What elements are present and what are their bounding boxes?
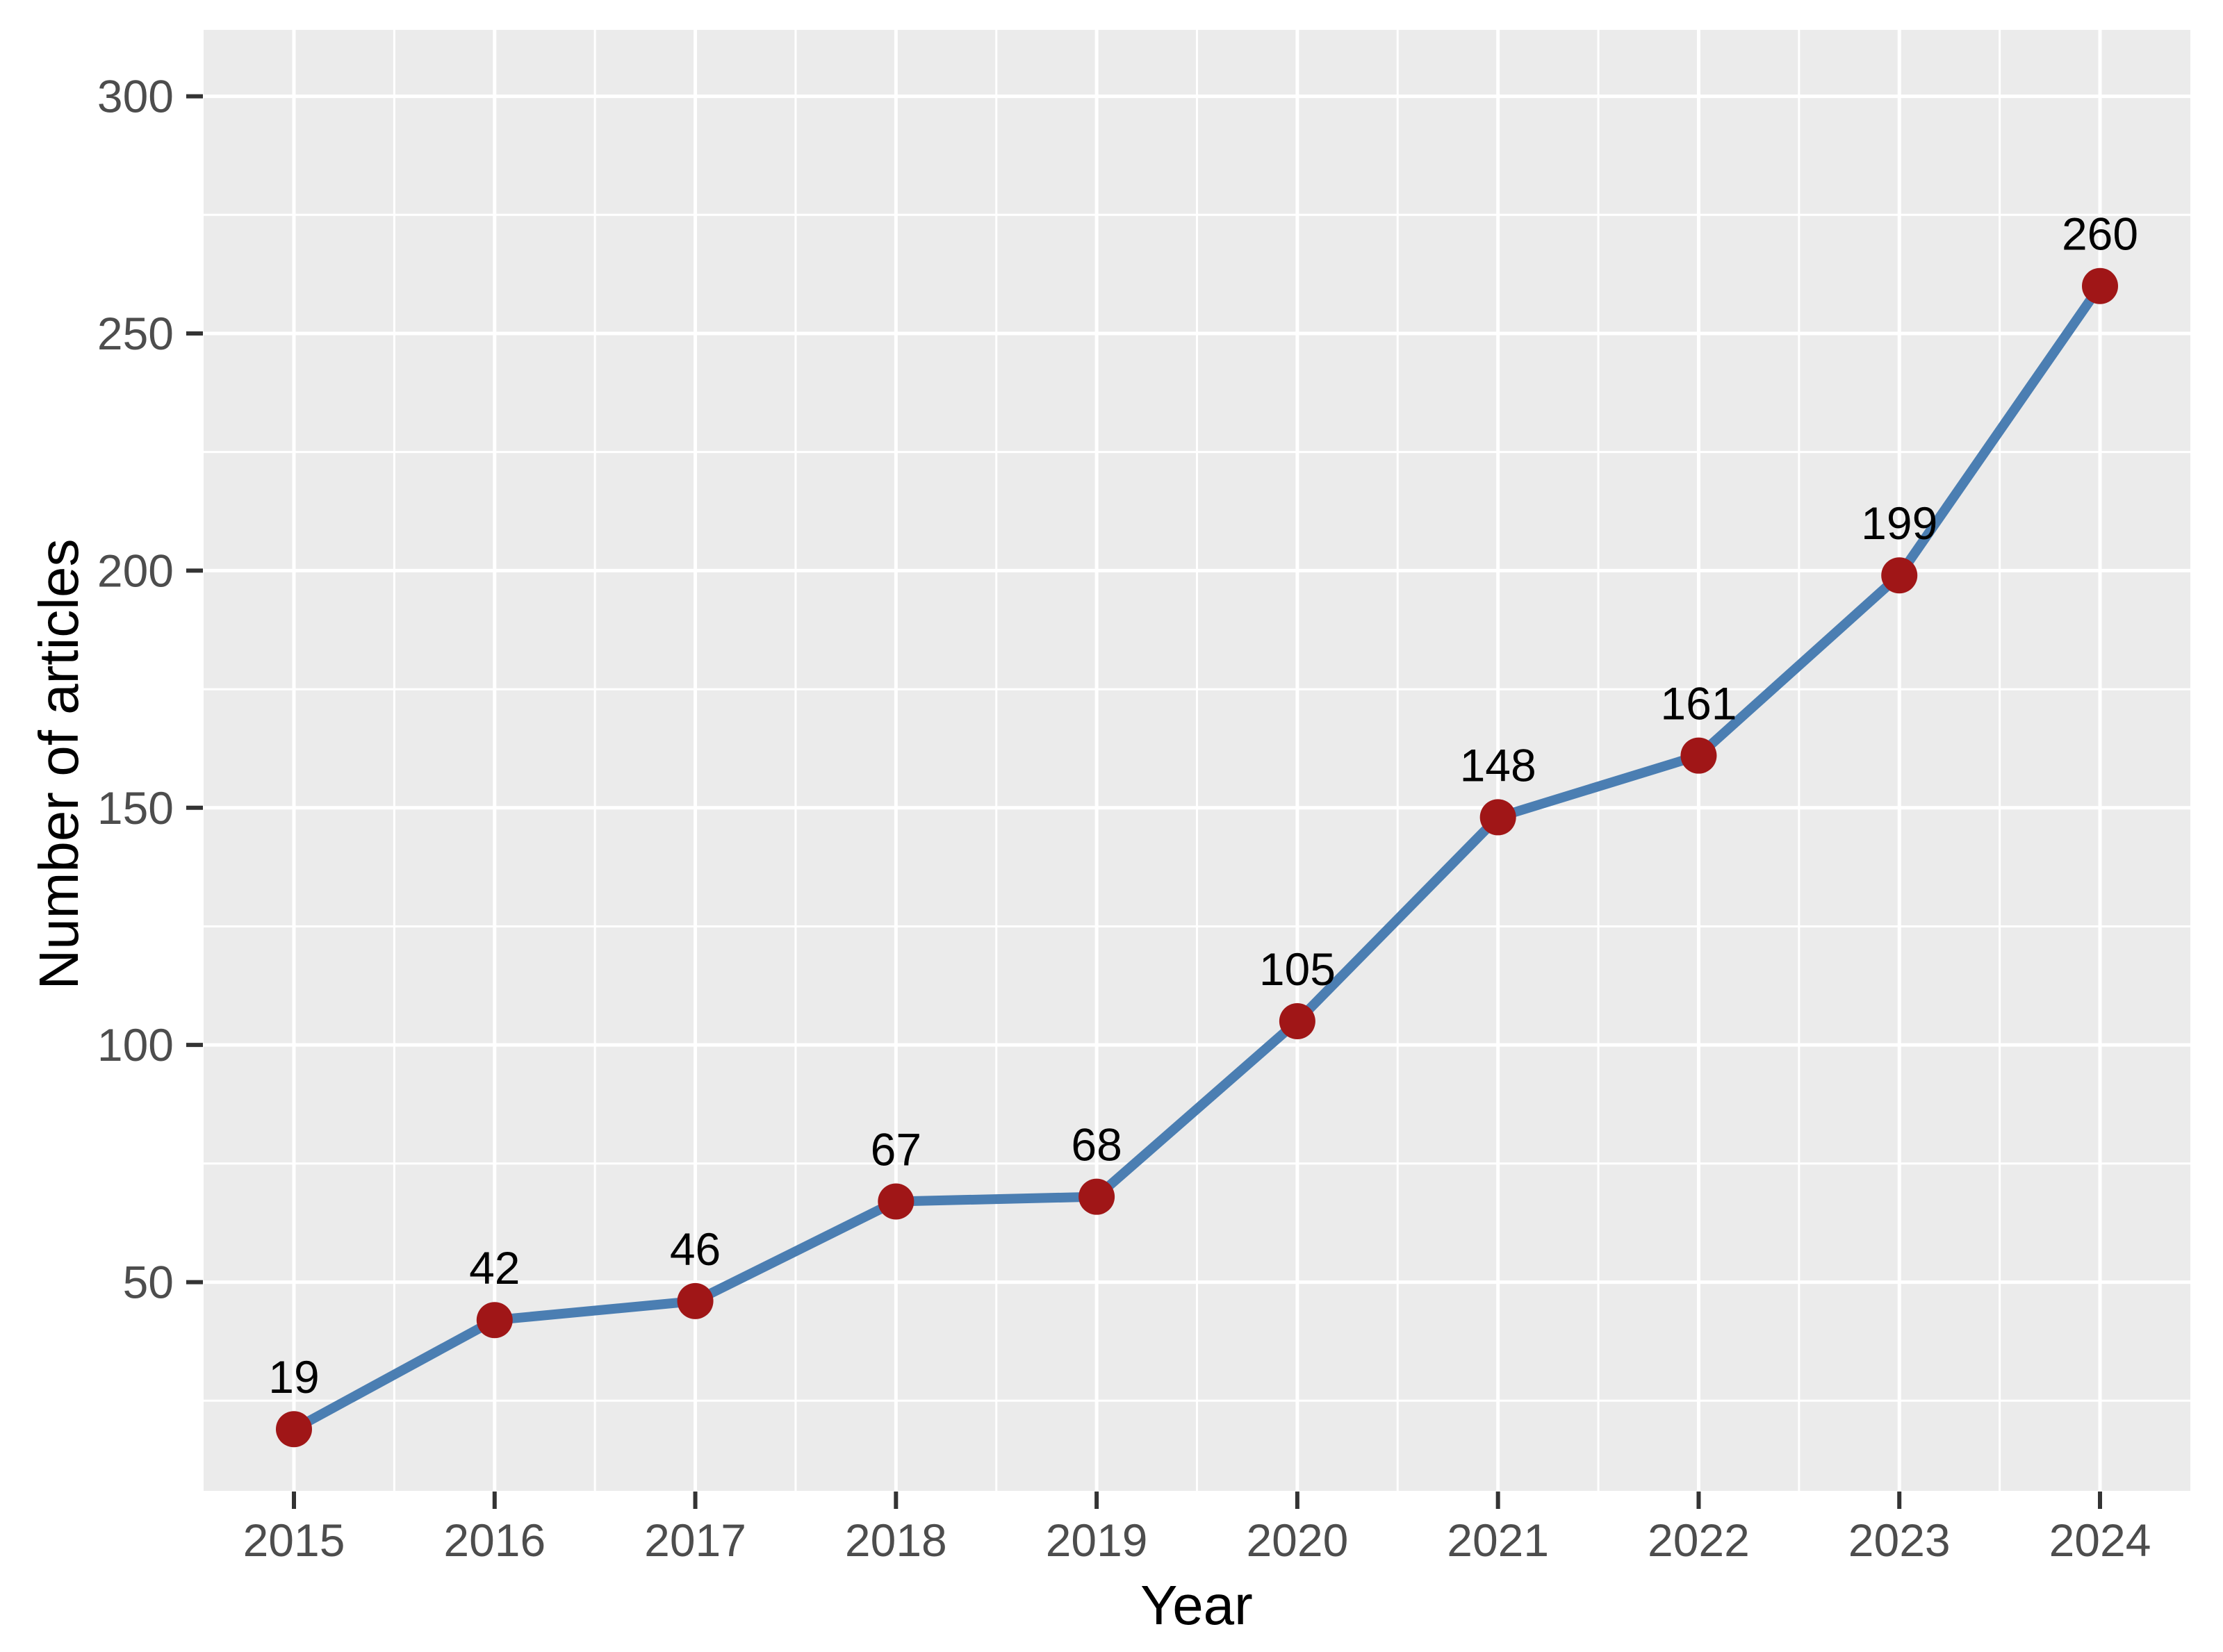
y-tick-label: 150 (97, 782, 174, 834)
y-axis-title: Number of articles (28, 538, 90, 989)
data-point (677, 1282, 714, 1319)
x-tick-label: 2024 (2049, 1514, 2151, 1566)
x-axis-title: Year (1140, 1574, 1253, 1636)
data-point-label: 105 (1259, 943, 1336, 995)
data-point (1881, 557, 1918, 594)
x-tick-label: 2015 (243, 1514, 345, 1566)
data-point-label: 148 (1460, 739, 1536, 791)
data-point-label: 46 (670, 1223, 721, 1275)
data-point-label: 19 (268, 1351, 319, 1403)
y-tick-label: 50 (123, 1257, 174, 1308)
y-tick-label: 100 (97, 1019, 174, 1071)
series-line (289, 281, 2105, 1435)
x-tick-label: 2017 (644, 1514, 746, 1566)
data-point (1279, 1003, 1315, 1040)
data-point (1680, 737, 1717, 774)
x-tick-label: 2018 (845, 1514, 947, 1566)
data-point-label: 68 (1071, 1119, 1122, 1171)
x-tick-label: 2023 (1848, 1514, 1951, 1566)
data-point-label: 67 (871, 1123, 921, 1175)
data-point (276, 1411, 312, 1448)
data-point (878, 1183, 914, 1220)
data-point (1479, 799, 1516, 836)
x-tick-label: 2022 (1648, 1514, 1750, 1566)
data-point (476, 1302, 513, 1339)
data-point (2082, 267, 2118, 304)
y-tick-label: 200 (97, 545, 174, 596)
data-point-label: 42 (469, 1242, 520, 1294)
data-point (1078, 1178, 1115, 1215)
data-point-label: 260 (2062, 208, 2138, 260)
data-point-label: 161 (1660, 678, 1737, 729)
x-tick-label: 2019 (1046, 1514, 1148, 1566)
y-tick-label: 300 (97, 71, 174, 122)
x-tick-label: 2021 (1447, 1514, 1549, 1566)
y-tick-label: 250 (97, 308, 174, 359)
data-point-label: 199 (1861, 497, 1937, 549)
x-tick-label: 2016 (443, 1514, 546, 1566)
x-tick-label: 2020 (1246, 1514, 1348, 1566)
